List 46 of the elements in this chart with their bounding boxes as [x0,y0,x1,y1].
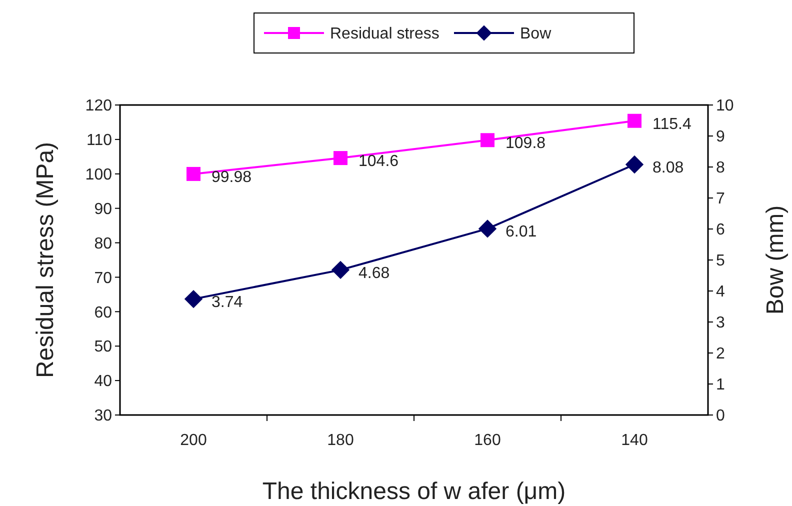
point [334,151,348,166]
y2-tick-label: 9 [716,128,725,146]
y-tick-label: 30 [94,408,112,425]
y2-axis-title: Bow (mm) [762,205,789,315]
y2-tick-label: 6 [716,222,725,239]
x-tick-label: 180 [327,432,354,449]
y2-tick-label: 5 [716,252,725,270]
point [184,290,203,308]
point [628,114,642,128]
y2-tick-label: 2 [716,346,725,363]
y-tick-label: 100 [85,166,112,184]
data-label: 4.68 [358,264,390,282]
data-label: 104.6 [358,153,399,170]
y-tick-label: 120 [85,98,112,115]
data-label: 8.08 [652,160,684,177]
point [478,220,497,238]
y-axis-title: Residual stress (MPa) [32,142,59,378]
legend-label: Residual stress [330,26,440,43]
legend-label: Bow [520,26,552,43]
data-label: 115.4 [652,116,692,133]
y-tick-label: 70 [94,270,112,287]
y-tick-label: 40 [94,373,112,390]
point [331,260,350,280]
y2-tick-label: 4 [716,284,725,301]
y2-tick-label: 10 [716,98,734,115]
x-tick-label: 160 [474,432,501,449]
point [625,155,644,174]
x-tick-label: 140 [621,432,648,449]
y-tick-label: 90 [94,200,112,218]
point [480,133,494,148]
y2-tick-label: 7 [716,190,725,208]
y2-tick-label: 0 [716,408,725,425]
data-label: 109.8 [506,135,546,152]
x-axis-title: The thickness of w afer (μm) [262,478,566,505]
y-tick-label: 80 [94,235,112,252]
y-tick-label: 110 [86,132,112,150]
y2-tick-label: 3 [716,314,725,332]
data-label: 3.74 [212,294,243,312]
data-label: 99.98 [212,168,252,186]
x-tick-label: 200 [180,432,207,449]
point [186,166,200,181]
data-label: 6.01 [506,224,537,241]
y2-tick-label: 1 [716,376,725,394]
y-tick-label: 60 [94,304,112,322]
y-tick-label: 50 [94,338,112,356]
y2-tick-label: 8 [716,160,725,177]
